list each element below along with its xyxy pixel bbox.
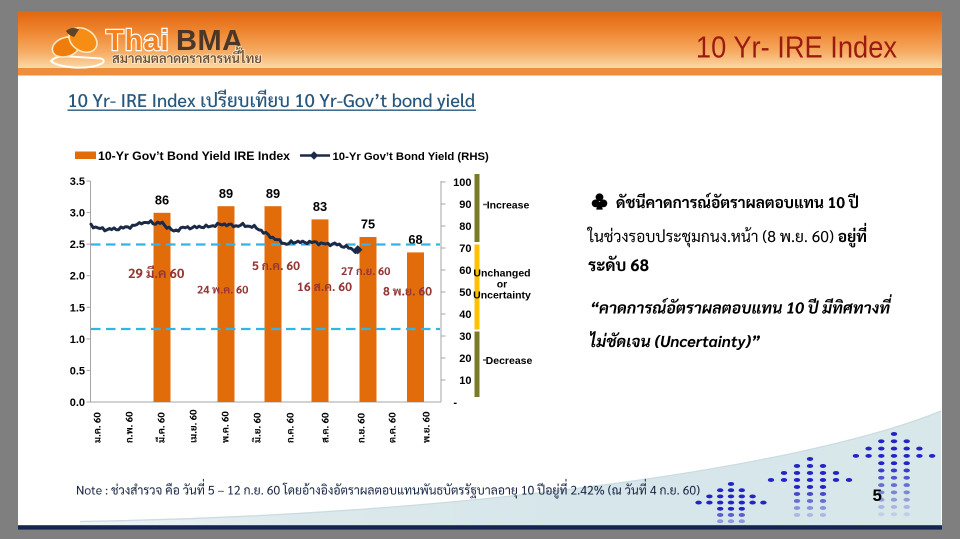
svg-text:86: 86 bbox=[155, 192, 169, 207]
svg-text:2.5: 2.5 bbox=[70, 239, 85, 251]
svg-text:Unchanged: Unchanged bbox=[473, 268, 530, 280]
svg-text:30: 30 bbox=[459, 331, 471, 343]
svg-text:0.0: 0.0 bbox=[70, 397, 85, 409]
svg-text:Thai: Thai bbox=[106, 25, 170, 57]
svg-text:80: 80 bbox=[459, 221, 471, 233]
svg-text:3.5: 3.5 bbox=[70, 176, 85, 188]
svg-text:0.5: 0.5 bbox=[70, 365, 85, 377]
svg-text:75: 75 bbox=[361, 217, 375, 232]
svg-text:10-Yr Gov’t Bond Yield IRE Ind: 10-Yr Gov’t Bond Yield IRE Index bbox=[98, 149, 290, 163]
svg-text:50: 50 bbox=[459, 287, 471, 299]
svg-text:BMA: BMA bbox=[176, 25, 244, 57]
svg-text:40: 40 bbox=[459, 309, 471, 321]
svg-text:10: 10 bbox=[459, 375, 471, 387]
svg-text:1.0: 1.0 bbox=[70, 334, 85, 346]
svg-text:or: or bbox=[497, 279, 508, 291]
svg-text:5: 5 bbox=[873, 486, 882, 505]
svg-text:3.0: 3.0 bbox=[70, 208, 85, 220]
svg-text:68: 68 bbox=[408, 232, 422, 247]
svg-text:10 Yr- IRE Index: 10 Yr- IRE Index bbox=[696, 31, 897, 65]
svg-text:2.0: 2.0 bbox=[70, 271, 85, 283]
svg-text:100: 100 bbox=[453, 177, 471, 189]
svg-text:60: 60 bbox=[459, 265, 471, 277]
svg-text:90: 90 bbox=[459, 199, 471, 211]
svg-text:10-Yr Gov’t Bond Yield (RHS): 10-Yr Gov’t Bond Yield (RHS) bbox=[333, 151, 490, 163]
svg-text:83: 83 bbox=[313, 199, 327, 214]
svg-text:1.5: 1.5 bbox=[70, 302, 85, 314]
svg-text:Increase: Increase bbox=[487, 200, 530, 212]
svg-text:20: 20 bbox=[459, 353, 471, 365]
svg-text:-: - bbox=[453, 397, 457, 409]
svg-text:70: 70 bbox=[459, 243, 471, 255]
svg-text:Decrease: Decrease bbox=[486, 355, 533, 367]
svg-text:Uncertainty: Uncertainty bbox=[473, 290, 531, 302]
svg-text:89: 89 bbox=[219, 186, 233, 201]
svg-text:89: 89 bbox=[266, 186, 280, 201]
